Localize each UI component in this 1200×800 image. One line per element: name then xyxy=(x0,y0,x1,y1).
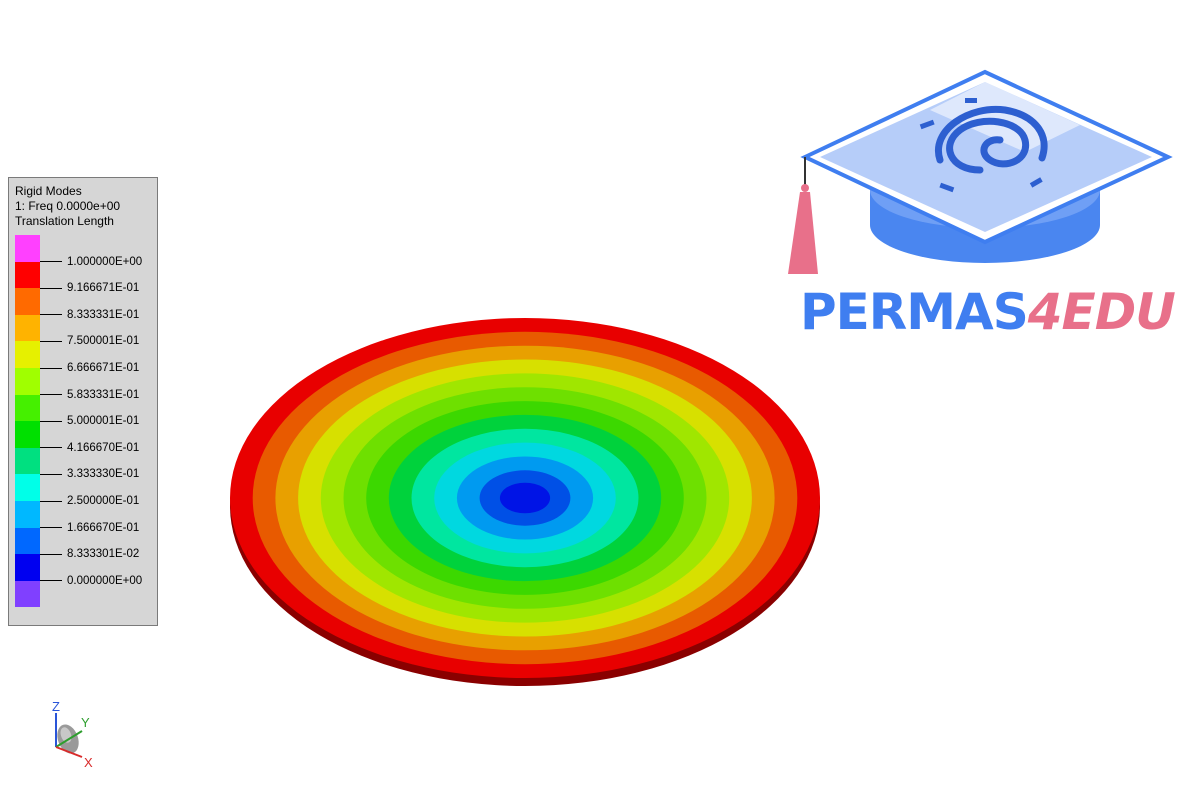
legend-tick xyxy=(40,287,62,289)
z-axis-label: Z xyxy=(52,699,60,714)
legend-tick xyxy=(40,500,62,502)
legend-level-value: 5.833331E-01 xyxy=(67,388,140,401)
y-axis-line xyxy=(55,730,83,748)
legend-swatch xyxy=(15,554,40,581)
legend-tick xyxy=(40,447,62,449)
legend-color-bar xyxy=(15,235,40,608)
legend-swatch xyxy=(15,580,40,608)
legend-tick xyxy=(40,527,62,529)
legend-level-value: 3.333330E-01 xyxy=(67,468,140,481)
axis-triad[interactable]: Z Y X xyxy=(40,695,110,775)
legend-swatch xyxy=(15,367,40,395)
legend-level: 7.500001E-01 xyxy=(40,334,139,348)
legend-tick xyxy=(40,367,62,369)
legend-level: 5.000001E-01 xyxy=(40,414,139,428)
legend-tick xyxy=(40,314,62,316)
legend-swatch xyxy=(15,288,40,315)
legend-level-value: 4.166670E-01 xyxy=(67,441,140,454)
legend-level: 8.333301E-02 xyxy=(40,547,139,561)
legend-level: 1.000000E+00 xyxy=(40,255,142,269)
legend-tick xyxy=(40,473,62,475)
legend-tick xyxy=(40,580,62,582)
logo-text-permas: PERMAS xyxy=(800,283,1029,341)
legend-level: 3.333330E-01 xyxy=(40,467,139,481)
legend-level: 4.166670E-01 xyxy=(40,441,139,455)
legend-level: 8.333331E-01 xyxy=(40,308,139,322)
legend-swatch xyxy=(15,474,40,501)
legend-tick xyxy=(40,420,62,422)
legend-title: Rigid Modes xyxy=(15,184,82,198)
x-axis-line xyxy=(55,746,83,758)
legend-swatch xyxy=(15,341,40,368)
legend-level-value: 9.166671E-01 xyxy=(67,282,140,295)
legend-swatch xyxy=(15,261,40,289)
legend-swatch xyxy=(15,394,40,422)
legend-level: 5.833331E-01 xyxy=(40,388,139,402)
x-axis-label: X xyxy=(84,755,93,770)
legend-level-value: 5.000001E-01 xyxy=(67,415,140,428)
legend-tick xyxy=(40,340,62,342)
legend-level-value: 8.333331E-01 xyxy=(67,308,140,321)
y-axis-label: Y xyxy=(81,715,90,730)
contour-band xyxy=(499,482,551,514)
legend-subtitle: 1: Freq 0.0000e+00 xyxy=(15,199,121,213)
legend-level: 0.000000E+00 xyxy=(40,574,142,588)
logo-wordmark: PERMAS4EDU xyxy=(800,283,1176,341)
legend-swatch xyxy=(15,527,40,555)
legend-level: 2.500000E-01 xyxy=(40,494,139,508)
legend-tick xyxy=(40,553,62,555)
legend-level-value: 1.000000E+00 xyxy=(67,255,143,268)
legend-tick xyxy=(40,261,62,263)
legend-level-value: 2.500000E-01 xyxy=(67,495,140,507)
color-legend: Rigid Modes 1: Freq 0.0000e+00 Translati… xyxy=(8,177,158,626)
legend-level-value: 6.666671E-01 xyxy=(67,362,140,374)
legend-level-value: 0.000000E+00 xyxy=(67,574,143,587)
legend-swatch xyxy=(15,447,40,475)
legend-level: 6.666671E-01 xyxy=(40,361,139,375)
legend-tick xyxy=(40,394,62,396)
legend-level-value: 1.666670E-01 xyxy=(67,521,140,534)
legend-level-value: 7.500001E-01 xyxy=(67,335,140,348)
legend-swatch xyxy=(15,314,40,342)
legend-swatch xyxy=(15,235,40,262)
legend-level: 1.666670E-01 xyxy=(40,521,139,535)
permas4edu-logo-icon xyxy=(788,69,1173,274)
legend-quantity: Translation Length xyxy=(15,214,114,228)
logo-text-4edu: 4EDU xyxy=(1027,283,1176,341)
legend-level: 9.166671E-01 xyxy=(40,281,139,295)
legend-level-value: 8.333301E-02 xyxy=(67,548,140,561)
legend-swatch xyxy=(15,421,40,448)
legend-swatch xyxy=(15,500,40,528)
